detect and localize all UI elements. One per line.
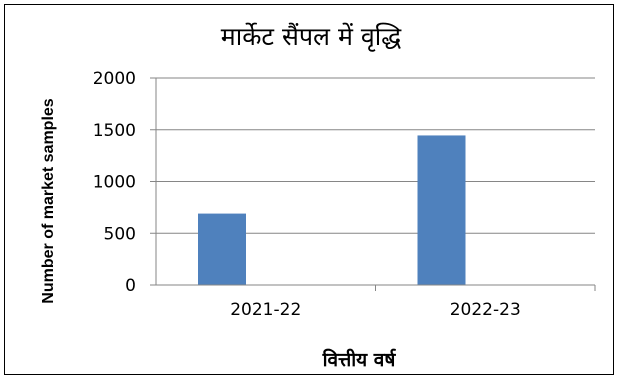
y-tick-label: 1000: [93, 173, 136, 193]
x-tick-label: 2021-22: [230, 300, 301, 320]
y-axis-title: Number of market samples: [40, 98, 57, 304]
bar-2022-23: [417, 135, 466, 285]
x-tick-label: 2022-23: [450, 300, 521, 320]
x-axis-title: वित्तीय वर्ष: [322, 348, 397, 371]
bar-chart: मार्केट सैंपल में वृद्धि 0 500 1000 1500 200…: [40, 22, 596, 371]
x-axis-ticks: 2021-22 2022-23: [230, 285, 596, 320]
y-tick-label: 2000: [93, 69, 136, 89]
y-tick-label: 1500: [93, 121, 136, 141]
chart-title: मार्केट सैंपल में वृद्धि: [221, 22, 402, 52]
y-axis-ticks: 0 500 1000 1500 2000: [93, 69, 156, 296]
bar-2021-22: [198, 213, 246, 285]
y-tick-label: 500: [104, 224, 136, 244]
bars: [198, 135, 466, 285]
chart-frame: मार्केट सैंपल में वृद्धि 0 500 1000 1500 200…: [4, 4, 614, 375]
gridlines: [156, 77, 595, 234]
y-tick-label: 0: [125, 276, 136, 296]
